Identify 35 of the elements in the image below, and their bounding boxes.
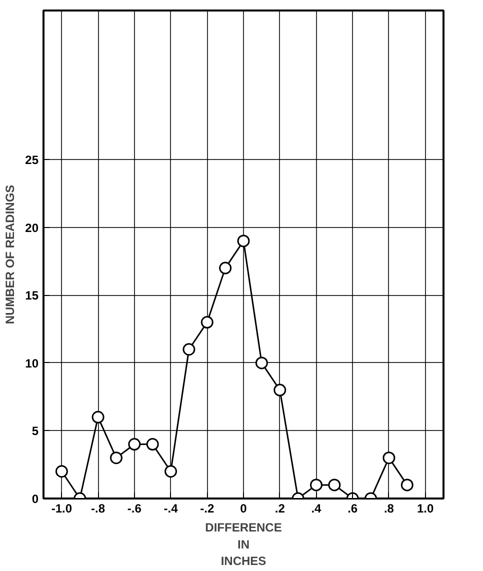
y-tick-label: 0 [32,492,39,506]
x-axis-title: DIFFERENCE IN INCHES [205,520,282,568]
x-tick-label: -1.0 [51,502,72,516]
point [219,262,232,274]
y-tick-label: 20 [25,220,39,235]
x-tick-label: -.6 [127,502,142,516]
y-tick-label: 5 [32,424,39,438]
x-tick-label: 1.0 [416,502,434,516]
x-tick-label: -.2 [200,502,214,516]
x-tick-label: .4 [311,502,322,516]
y-tick-label: 15 [25,288,39,303]
y-tick-label: 10 [25,356,39,370]
point [382,452,396,464]
point [400,478,414,492]
point [92,410,104,424]
point [164,465,178,478]
y-axis-title: NUMBER OF READINGS [3,184,18,324]
point [237,234,250,248]
x-tick-label: 0 [240,502,248,516]
point [128,438,141,451]
point [328,478,341,492]
point [310,478,322,492]
point [110,452,122,464]
point [274,384,286,396]
point [200,316,214,329]
point [182,343,196,356]
point [146,438,159,451]
point [55,465,68,478]
x-tick-label: .6 [348,502,358,516]
x-tick-label: .8 [384,502,394,516]
x-tick-label: .2 [274,502,286,516]
x-tick-label: -.8 [91,502,106,516]
point [255,356,268,370]
x-tick-label: -.4 [164,502,178,516]
y-tick-label: 25 [25,153,39,168]
